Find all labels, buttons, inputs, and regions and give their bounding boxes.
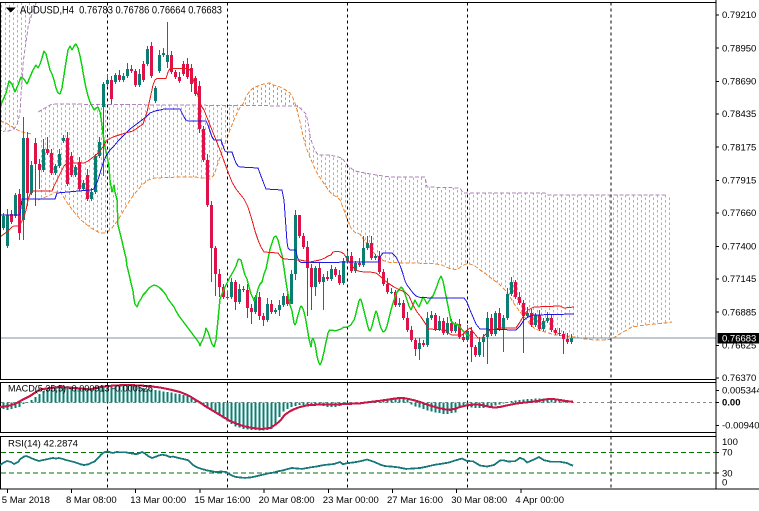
svg-text:0.76370: 0.76370 [722, 373, 756, 384]
svg-text:5 Mar 2018: 5 Mar 2018 [2, 495, 50, 506]
svg-text:0.78690: 0.78690 [722, 77, 756, 88]
svg-text:0: 0 [722, 478, 727, 489]
svg-text:0.78175: 0.78175 [722, 142, 756, 153]
svg-text:70: 70 [722, 448, 733, 459]
svg-text:0.77915: 0.77915 [722, 176, 756, 187]
svg-text:0.77400: 0.77400 [722, 242, 756, 253]
svg-text:0.76885: 0.76885 [722, 307, 756, 318]
svg-text:15 Mar 16:00: 15 Mar 16:00 [194, 495, 250, 506]
svg-text:AUDUSD,H4 0.76783 0.76786 0.7: AUDUSD,H4 0.76783 0.76786 0.76664 0.7668… [20, 5, 222, 17]
svg-text:0.00: 0.00 [722, 398, 741, 409]
svg-text:0.005344: 0.005344 [722, 386, 759, 397]
svg-text:23 Mar 00:00: 23 Mar 00:00 [323, 495, 379, 506]
svg-text:0.76625: 0.76625 [722, 341, 756, 352]
svg-text:0.78950: 0.78950 [722, 43, 756, 54]
svg-text:100: 100 [722, 437, 738, 448]
svg-text:MACD(5,35,5) -0.000913 -0.0005: MACD(5,35,5) -0.000913 -0.000526 [8, 384, 153, 395]
svg-text:4 Apr 00:00: 4 Apr 00:00 [515, 495, 564, 506]
svg-text:27 Mar 16:00: 27 Mar 16:00 [387, 495, 443, 506]
svg-text:30 Mar 08:00: 30 Mar 08:00 [451, 495, 507, 506]
svg-text:30: 30 [722, 468, 733, 479]
svg-text:20 Mar 08:00: 20 Mar 08:00 [259, 495, 315, 506]
svg-text:8 Mar 08:00: 8 Mar 08:00 [66, 495, 117, 506]
svg-text:0.78435: 0.78435 [722, 109, 756, 120]
svg-text:0.76683: 0.76683 [722, 333, 756, 344]
svg-text:-0.009404: -0.009404 [722, 421, 759, 432]
svg-text:RSI(14) 42.2874: RSI(14) 42.2874 [8, 439, 78, 450]
svg-text:13 Mar 00:00: 13 Mar 00:00 [130, 495, 186, 506]
svg-text:0.77660: 0.77660 [722, 208, 756, 219]
svg-text:0.77145: 0.77145 [722, 274, 756, 285]
svg-text:0.79210: 0.79210 [722, 10, 756, 21]
